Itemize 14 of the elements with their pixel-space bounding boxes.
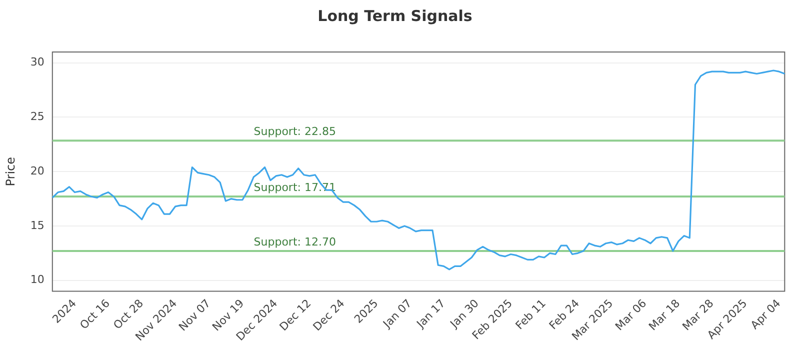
y-tick-label: 30 — [30, 56, 44, 69]
ref-line-label: Support: 22.85 — [254, 124, 336, 138]
x-tick-label: Apr 04 — [748, 296, 784, 332]
ref-line-label: Support: 12.70 — [254, 235, 336, 248]
chart-title: Long Term Signals — [318, 6, 472, 25]
y-tick-label: 10 — [30, 273, 44, 286]
x-tick-label: Jan 07 — [380, 296, 414, 332]
x-tick-label: Jan 17 — [414, 296, 448, 332]
y-axis-title: Price — [3, 156, 18, 186]
y-tick-label: 20 — [30, 164, 44, 178]
y-tick-label: 15 — [30, 218, 44, 232]
y-tick-label: 25 — [30, 110, 44, 124]
x-tick-label: Feb 11 — [513, 296, 548, 332]
x-tick-label: Oct 16 — [77, 296, 112, 332]
